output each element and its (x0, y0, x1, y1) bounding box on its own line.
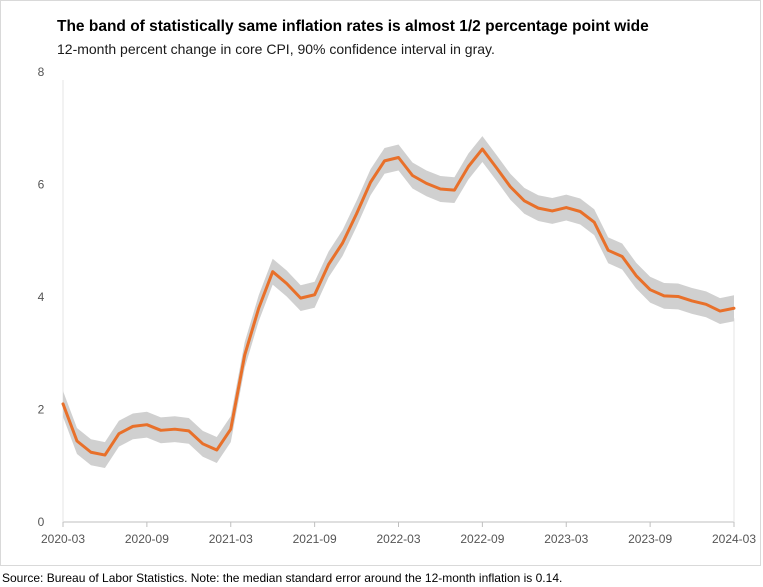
confidence-band (63, 136, 734, 468)
data-point (397, 156, 400, 159)
x-tick-label: 2021-03 (209, 532, 253, 546)
x-tick-label: 2020-09 (125, 532, 169, 546)
data-point (313, 293, 316, 296)
data-point (299, 297, 302, 300)
data-point (103, 454, 106, 457)
core-cpi-line (61, 147, 736, 457)
data-point (607, 249, 610, 252)
data-point (495, 166, 498, 169)
data-point (271, 270, 274, 273)
data-point (89, 451, 92, 454)
data-point (425, 182, 428, 185)
data-point (229, 428, 232, 431)
data-point (355, 212, 358, 215)
data-point (663, 294, 666, 297)
x-tick-label: 2020-03 (41, 532, 85, 546)
y-tick-label: 0 (38, 515, 45, 529)
data-point (551, 209, 554, 212)
data-point (257, 307, 260, 310)
data-point (733, 307, 736, 310)
x-tick-label: 2021-09 (293, 532, 337, 546)
data-point (635, 274, 638, 277)
data-point (523, 199, 526, 202)
x-tick-label: 2023-09 (628, 532, 672, 546)
data-point (341, 242, 344, 245)
data-point (243, 353, 246, 356)
data-point (579, 210, 582, 213)
y-tick-label: 4 (38, 290, 45, 304)
series-line-layer (61, 147, 736, 457)
source-note: Source: Bureau of Labor Statistics. Note… (2, 571, 563, 585)
data-point (593, 221, 596, 224)
data-point (62, 402, 65, 405)
data-point (383, 159, 386, 162)
x-tick-label: 2024-03 (712, 532, 756, 546)
data-point (369, 181, 372, 184)
data-point (215, 449, 218, 452)
data-point (411, 174, 414, 177)
data-point (285, 282, 288, 285)
data-point (145, 423, 148, 426)
data-point (621, 255, 624, 258)
data-point (187, 429, 190, 432)
y-tick-label: 2 (38, 403, 45, 417)
data-point (159, 429, 162, 432)
data-point (467, 165, 470, 168)
data-point (677, 295, 680, 298)
data-point (565, 206, 568, 209)
data-point (173, 428, 176, 431)
x-tick-label: 2022-09 (460, 532, 504, 546)
data-point (201, 442, 204, 445)
data-point (719, 310, 722, 313)
data-point (481, 148, 484, 151)
data-point (509, 185, 512, 188)
confidence-band-layer (63, 136, 734, 468)
data-point (691, 299, 694, 302)
tick-label-layer: 0 2 4 6 8 2020-03 2020-09 2021-03 2021-09 2022-03… (38, 65, 757, 546)
data-point (75, 440, 78, 443)
axis-layer (62, 80, 735, 527)
data-point (439, 188, 442, 191)
data-point (649, 288, 652, 291)
x-tick-label: 2022-03 (376, 532, 420, 546)
y-tick-label: 6 (38, 178, 45, 192)
data-point (537, 207, 540, 210)
data-point (131, 425, 134, 428)
y-tick-label: 8 (38, 65, 45, 79)
chart-subtitle: 12-month percent change in core CPI, 90%… (57, 41, 495, 57)
data-point (453, 189, 456, 192)
chart-frame (0, 0, 761, 566)
data-point (705, 303, 708, 306)
x-tick-label: 2023-03 (544, 532, 588, 546)
chart-title: The band of statistically same inflation… (57, 18, 649, 35)
data-point (117, 432, 120, 435)
data-point (327, 263, 330, 266)
